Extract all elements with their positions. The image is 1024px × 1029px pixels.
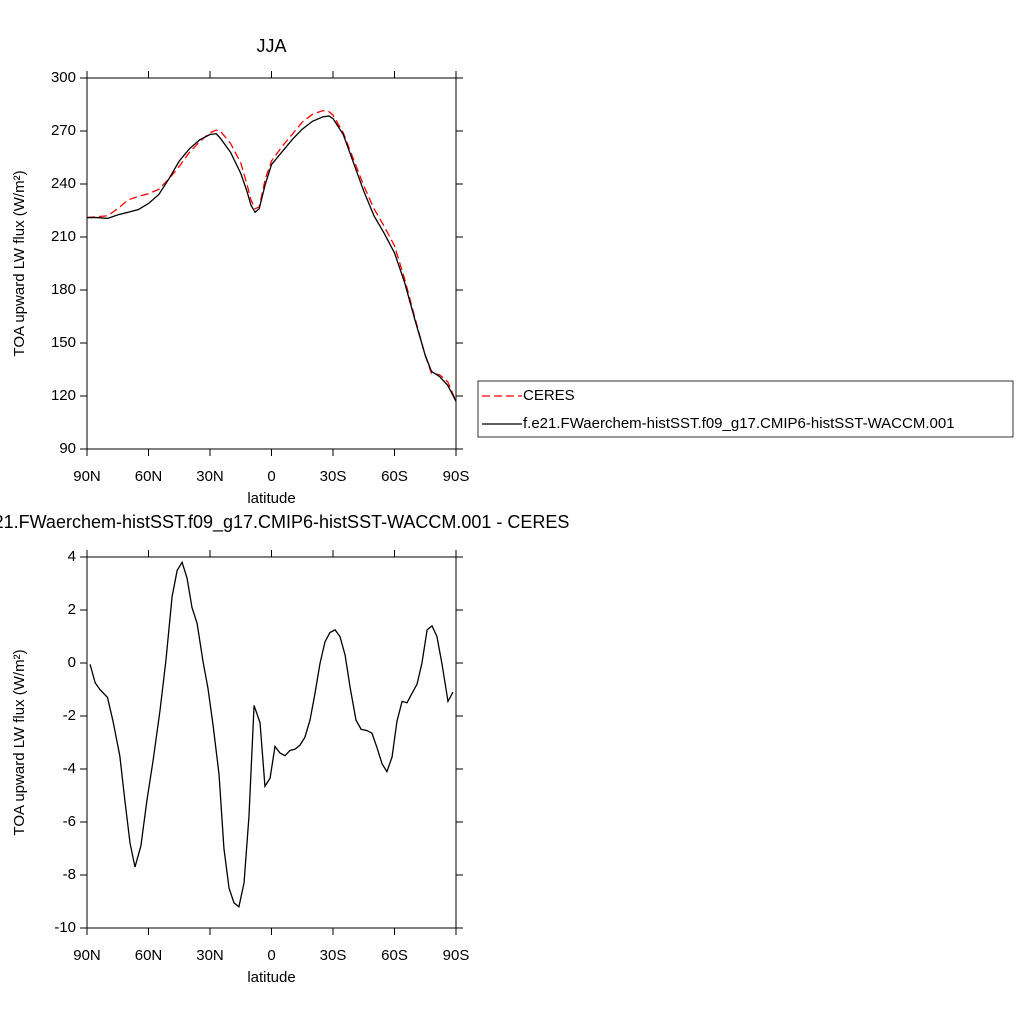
chart-title: f.e21.FWaerchem-histSST.f09_g17.CMIP6-hi… (0, 512, 569, 533)
x-tick-label: 90N (73, 947, 101, 964)
plot-frame (86, 556, 457, 929)
y-tick-label: 240 (51, 175, 76, 192)
x-tick-label: 0 (267, 468, 275, 485)
y-axis-label: TOA upward LW flux (W/m²) (11, 649, 28, 835)
y-tick-label: 0 (68, 654, 76, 671)
data-line (86, 110, 457, 402)
data-line (87, 115, 457, 402)
plot-frame (86, 77, 457, 450)
y-tick-label: 180 (51, 281, 76, 298)
data-line (89, 560, 454, 908)
chart-title: JJA (256, 36, 286, 56)
x-tick-label: 90S (443, 947, 470, 964)
y-tick-label: -6 (63, 813, 76, 830)
y-tick-label: 120 (51, 387, 76, 404)
x-tick-label: 0 (267, 947, 275, 964)
y-axis-label: TOA upward LW flux (W/m²) (11, 170, 28, 356)
x-tick-label: 60N (135, 947, 163, 964)
x-tick-label: 90N (73, 468, 101, 485)
x-tick-label: 30S (320, 468, 347, 485)
x-tick-label: 30N (196, 468, 224, 485)
y-tick-label: 150 (51, 334, 76, 351)
legend-label: CERES (523, 387, 575, 404)
x-tick-label: 90S (443, 468, 470, 485)
y-tick-label: -8 (63, 866, 76, 883)
x-tick-label: 30N (196, 947, 224, 964)
y-tick-label: -10 (54, 919, 76, 936)
y-tick-label: 270 (51, 122, 76, 139)
legend-frame (477, 380, 1014, 438)
x-tick-label: 30S (320, 947, 347, 964)
y-tick-label: -2 (63, 707, 76, 724)
x-tick-label: 60S (381, 468, 408, 485)
legend: CERES f.e21.FWaerchem-histSST.f09_g17.CMI… (477, 380, 1014, 438)
y-tick-label: 210 (51, 228, 76, 245)
x-axis-label: latitude (247, 490, 295, 507)
y-tick-label: 90 (59, 440, 76, 457)
x-tick-label: 60S (381, 947, 408, 964)
x-axis-label: latitude (247, 969, 295, 986)
y-tick-label: -4 (63, 760, 76, 777)
x-tick-label: 60N (135, 468, 163, 485)
y-tick-label: 4 (68, 548, 76, 565)
legend-label: f.e21.FWaerchem-histSST.f09_g17.CMIP6-hi… (523, 415, 955, 432)
y-tick-label: 300 (51, 69, 76, 86)
y-tick-label: 2 (68, 601, 76, 618)
